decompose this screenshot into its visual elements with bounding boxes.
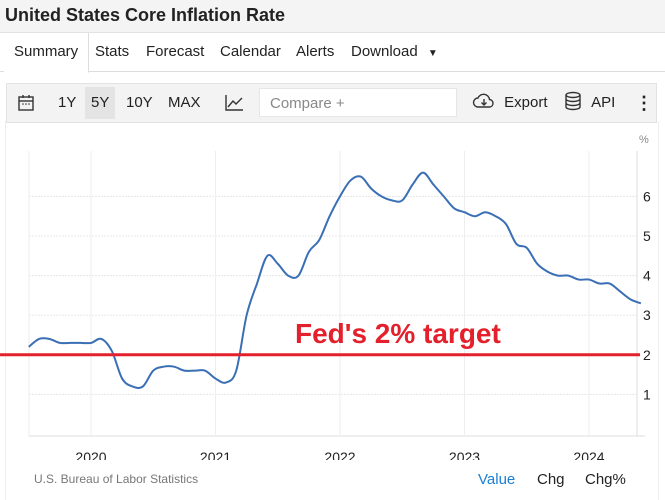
tab-forecast[interactable]: Forecast bbox=[146, 43, 205, 60]
tab-bar: Summary Stats Forecast Calendar Alerts D… bbox=[0, 33, 665, 73]
y-tick-label: 3 bbox=[643, 307, 651, 323]
calendar-icon[interactable] bbox=[17, 84, 35, 122]
source-label: U.S. Bureau of Labor Statistics bbox=[34, 472, 199, 486]
download-label: Download bbox=[351, 43, 418, 60]
more-options-icon[interactable]: ⋮ bbox=[635, 93, 653, 113]
tab-summary[interactable]: Summary bbox=[4, 33, 90, 73]
chart-toolbar: 1Y 5Y 10Y MAX Compare + Export API ⋮ bbox=[6, 83, 657, 123]
tab-alerts[interactable]: Alerts bbox=[296, 43, 335, 60]
y-unit-label: % bbox=[639, 134, 649, 146]
database-icon bbox=[565, 91, 581, 111]
range-1y-button[interactable]: 1Y bbox=[58, 94, 77, 111]
chart-type-icon[interactable] bbox=[224, 84, 244, 122]
y-tick-label: 4 bbox=[643, 268, 651, 284]
chart-panel bbox=[5, 121, 659, 500]
line-chart: 1 2 3 4 5 6 2020 2021 2022 2023 2024 Fed's 2% tar… bbox=[0, 134, 651, 460]
mode-value-button[interactable]: Value bbox=[478, 471, 516, 488]
title-bar: United States Core Inflation Rate bbox=[0, 0, 665, 33]
target-label: Fed's 2% target bbox=[295, 318, 501, 349]
x-tick-label: 2024 bbox=[573, 449, 604, 460]
page-title: United States Core Inflation Rate bbox=[5, 5, 286, 25]
y-tick-label: 5 bbox=[643, 228, 651, 244]
cloud-download-icon bbox=[472, 93, 494, 108]
caret-down-icon: ▼ bbox=[427, 48, 438, 59]
x-tick-label: 2020 bbox=[75, 449, 106, 460]
y-tick-label: 1 bbox=[643, 386, 651, 402]
range-5y-button[interactable]: 5Y bbox=[85, 87, 116, 119]
range-10y-button[interactable]: 10Y bbox=[126, 94, 153, 111]
api-button[interactable]: API bbox=[564, 84, 615, 122]
x-tick-label: 2022 bbox=[324, 449, 355, 460]
mode-chg-pct-button[interactable]: Chg% bbox=[585, 471, 626, 488]
tab-stats[interactable]: Stats bbox=[95, 43, 130, 60]
api-label: API bbox=[591, 94, 616, 111]
y-tick-label: 6 bbox=[643, 188, 651, 204]
tab-download[interactable]: Download ▼ bbox=[351, 33, 438, 71]
mode-chg-button[interactable]: Chg bbox=[537, 471, 565, 488]
export-label: Export bbox=[504, 94, 548, 111]
range-max-button[interactable]: MAX bbox=[168, 94, 201, 111]
x-tick-label: 2021 bbox=[200, 449, 231, 460]
export-button[interactable]: Export bbox=[472, 84, 548, 122]
x-tick-label: 2023 bbox=[449, 449, 480, 460]
y-tick-label: 2 bbox=[643, 347, 651, 363]
series-line bbox=[28, 171, 642, 389]
tab-calendar[interactable]: Calendar bbox=[220, 43, 281, 60]
compare-input[interactable]: Compare + bbox=[259, 88, 457, 117]
